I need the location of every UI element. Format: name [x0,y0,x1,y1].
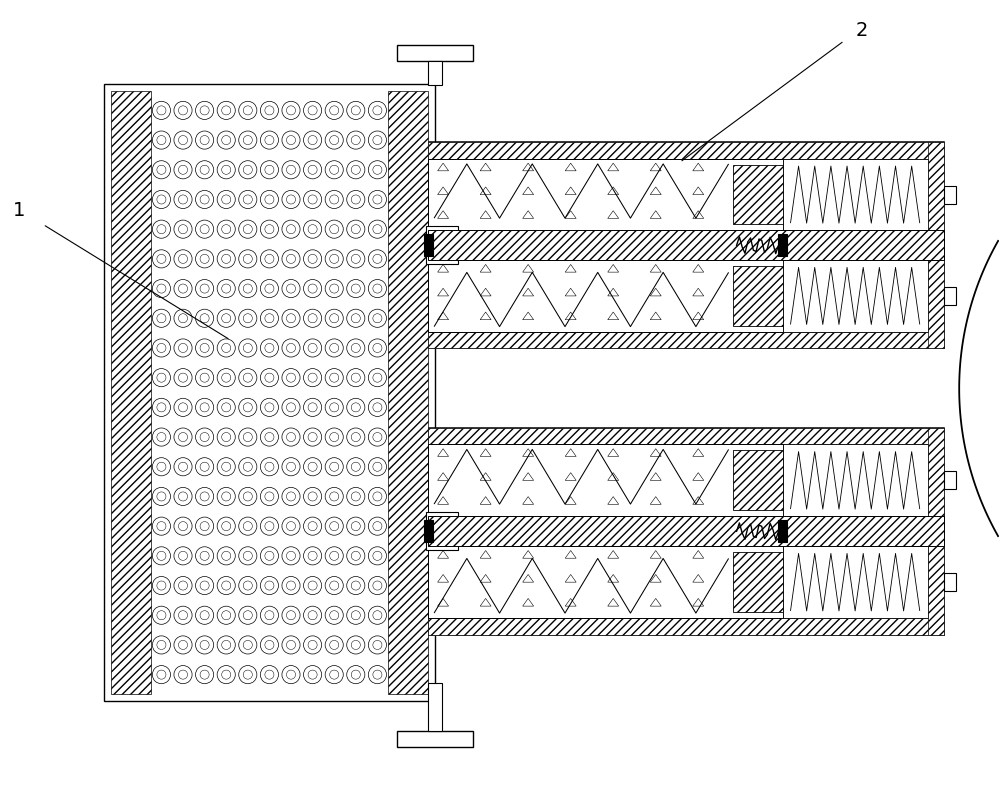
Bar [426,226,458,264]
Bar [424,235,433,256]
Bar [944,472,956,489]
Bar [426,512,458,550]
Bar [388,91,428,694]
Bar [778,235,787,256]
Bar [428,142,944,159]
Bar [428,683,442,732]
Bar [928,142,944,348]
Bar [944,186,956,204]
Bar [783,445,928,517]
Bar [778,521,787,542]
Bar [944,574,956,591]
Bar [428,445,783,517]
Bar [944,287,956,305]
Bar [428,159,783,231]
Bar [428,517,944,546]
Bar [428,260,783,332]
Bar [428,142,944,348]
Bar [428,231,944,260]
Bar [111,91,151,694]
Bar [428,618,944,634]
Bar [733,165,783,224]
Bar [783,159,928,231]
Bar [733,552,783,612]
Bar [428,61,442,85]
Bar [428,546,783,618]
Bar [104,84,435,702]
Bar [428,428,944,634]
Bar [397,44,473,61]
Bar [428,428,944,445]
Bar [428,332,944,348]
Bar [397,732,473,747]
Bar [424,521,433,542]
Bar [733,450,783,510]
Bar [733,266,783,325]
Bar [783,546,928,618]
Text: 1: 1 [13,201,25,220]
Text: 2: 2 [855,21,868,40]
Bar [928,428,944,634]
Bar [783,260,928,332]
